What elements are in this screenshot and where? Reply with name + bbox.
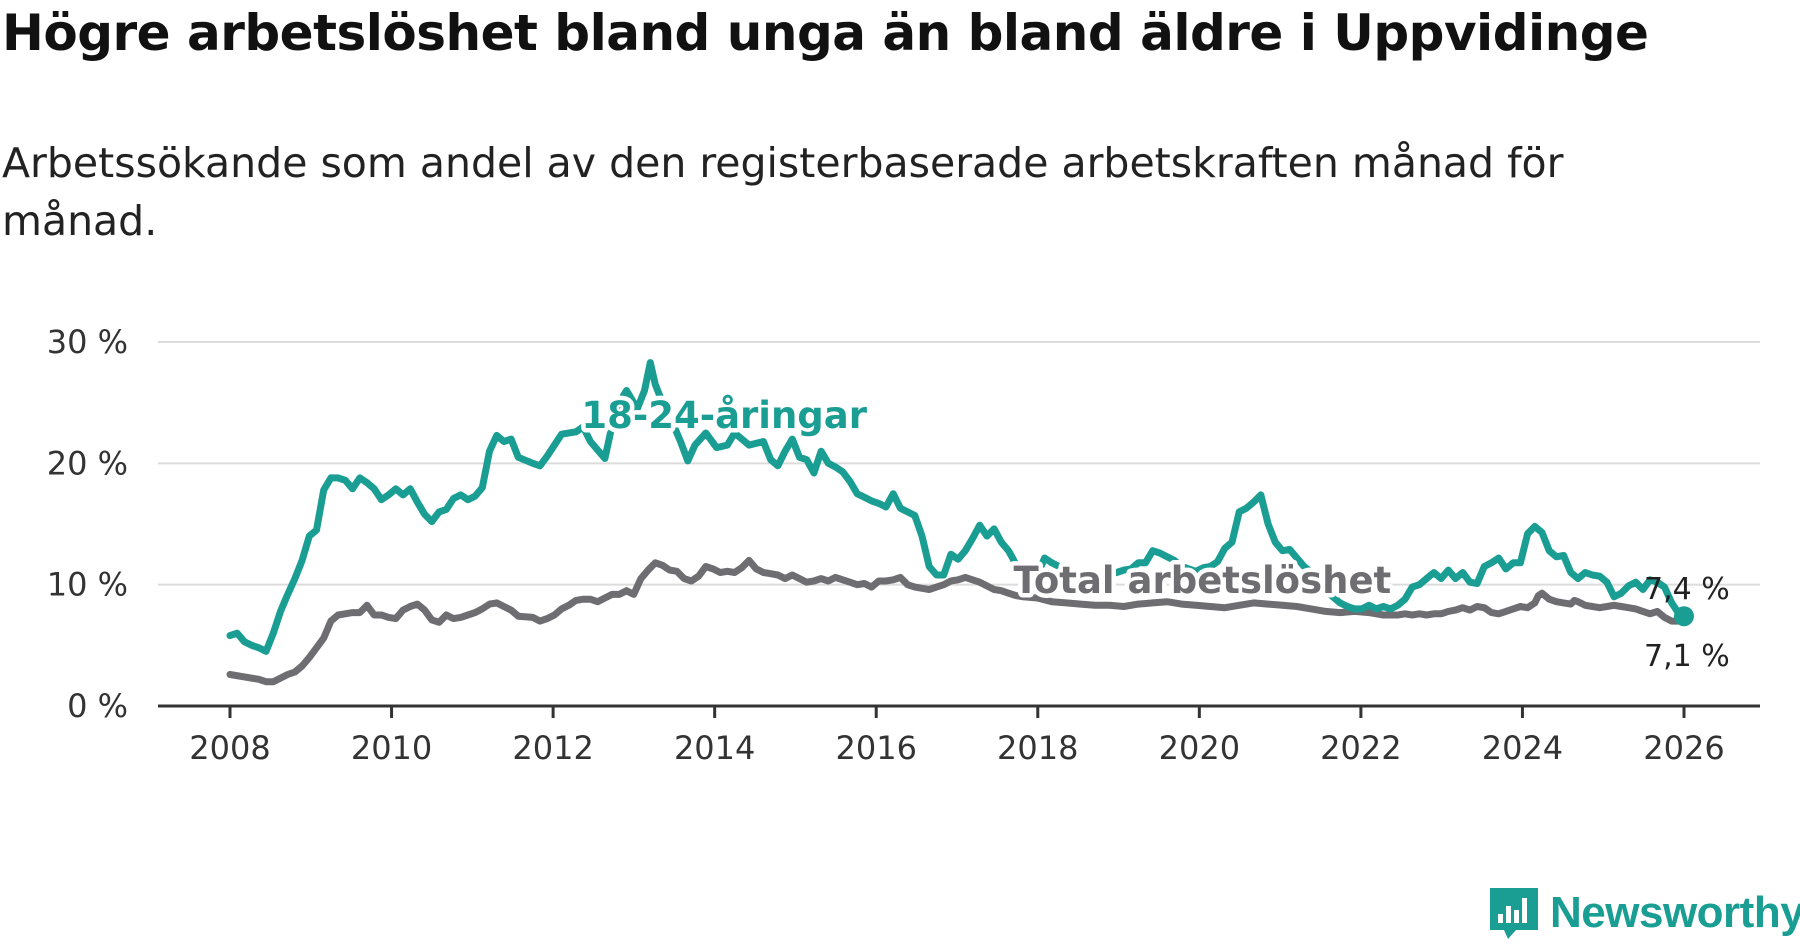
x-tick-label: 2020 [1159, 729, 1240, 767]
x-tick-label: 2018 [997, 729, 1078, 767]
chart-subtitle: Arbetssökande som andel av den registerb… [2, 139, 1564, 245]
end-value-label-18-24: 7,4 % [1644, 572, 1730, 607]
series-label-total: Total arbetslöshet [1014, 559, 1392, 602]
x-axis: 2008 2010 2012 2014 2016 2018 2020 2022 2024 2026 [158, 704, 1760, 767]
y-tick-label: 0 % [67, 687, 128, 725]
y-tick-label: 10 % [47, 566, 128, 604]
x-tick-label: 2010 [351, 729, 432, 767]
x-tick-label: 2024 [1482, 729, 1563, 767]
x-tick-label: 2012 [512, 729, 593, 767]
bar-chart-speech-bubble-icon [1490, 888, 1538, 939]
series-line-total [226, 556, 1688, 686]
y-tick-label: 30 % [47, 323, 128, 361]
x-tick-label: 2014 [674, 729, 755, 767]
x-tick-label: 2008 [189, 729, 270, 767]
y-axis-ticks: 0 % 10 % 20 % 30 % [47, 323, 128, 725]
end-value-label-total: 7,1 % [1644, 639, 1730, 674]
y-tick-label: 20 % [47, 444, 128, 482]
series-line-18-24 [226, 359, 1688, 655]
series-lines [226, 359, 1694, 686]
x-tick-label: 2026 [1643, 729, 1724, 767]
x-tick-label: 2022 [1320, 729, 1401, 767]
brand-name: Newsworthy [1550, 888, 1800, 937]
series-label-18-24: 18-24-åringar [581, 394, 867, 437]
newsworthy-logo[interactable]: Newsworthy [1488, 886, 1800, 940]
x-tick-label: 2016 [836, 729, 917, 767]
chart-title: Högre arbetslöshet bland unga än bland ä… [2, 4, 1649, 62]
gridlines [158, 341, 1760, 586]
series-endpoint-dot [1674, 606, 1694, 627]
series-labels: 18-24-åringar Total arbetslöshet 7,4 % 7,1 … [577, 390, 1730, 674]
